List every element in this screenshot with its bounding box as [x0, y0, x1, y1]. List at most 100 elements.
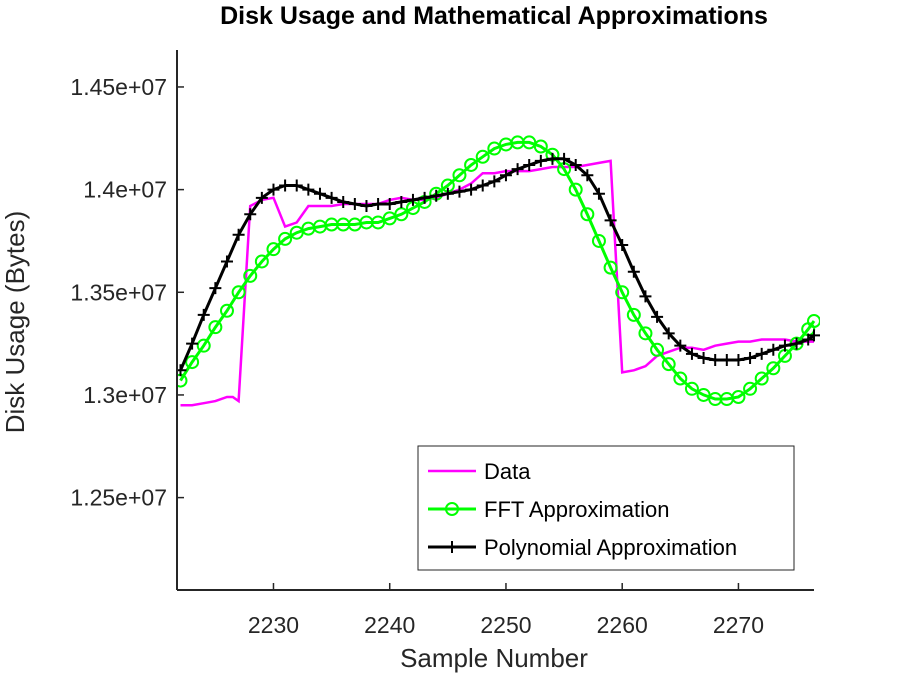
fft-point	[580, 207, 595, 222]
y-tick-label: 1.45e+07	[70, 74, 167, 100]
polynomial-point	[744, 351, 757, 364]
fft-point	[743, 381, 758, 396]
x-tick-label: 2270	[713, 612, 764, 638]
fft-point	[266, 242, 281, 257]
legend-marker-fft-approximation	[445, 502, 459, 516]
fft-point	[731, 389, 746, 404]
legend: Data FFT Approximation Polynomial Approxim…	[417, 445, 795, 571]
x-tick-label: 2230	[248, 612, 299, 638]
polynomial-point	[465, 183, 478, 196]
fft-point	[464, 157, 479, 172]
fft-point	[766, 361, 781, 376]
polynomial-point	[592, 187, 605, 200]
polynomial-point	[616, 239, 629, 252]
fft-point	[533, 139, 548, 154]
legend-box	[417, 445, 795, 571]
polynomial-point	[395, 195, 408, 208]
polynomial-point	[476, 179, 489, 192]
fft-point	[196, 338, 211, 353]
polynomial-point	[651, 310, 664, 323]
polynomial-point	[755, 347, 768, 360]
fft-point	[243, 268, 258, 283]
legend-marker-polynomial-approximation	[446, 541, 458, 553]
fft-point	[807, 314, 820, 329]
x-tick-label: 2260	[597, 612, 648, 638]
polynomial-point	[177, 364, 187, 377]
fft-point	[661, 357, 676, 372]
y-tick-label: 1.35e+07	[70, 279, 167, 305]
polynomial-point	[790, 337, 803, 350]
x-tick-label: 2250	[480, 612, 531, 638]
fft-point	[208, 320, 223, 335]
plot-area	[177, 135, 820, 407]
polynomial-point	[325, 191, 338, 204]
polynomial-point	[732, 354, 745, 367]
polynomial-point	[232, 228, 245, 241]
polynomial-point	[685, 347, 698, 360]
polynomial-point	[778, 339, 791, 352]
polynomial-point	[569, 158, 582, 171]
polynomial-point	[186, 337, 199, 350]
fft-point	[185, 355, 200, 370]
fft-point	[568, 182, 583, 197]
legend-label-fft-approximation: FFT Approximation	[484, 497, 669, 522]
polynomial-point	[302, 183, 315, 196]
legend-label-polynomial-approximation: Polynomial Approximation	[484, 535, 737, 560]
polynomial-point	[209, 282, 222, 295]
polynomial-point	[406, 193, 419, 206]
fft-point	[278, 231, 293, 246]
polynomial-point	[581, 169, 594, 182]
axes: 2230 2240 2250 2260 2270 1.25e+07 1.3e+07 1.35e…	[70, 50, 814, 638]
polynomial-point	[499, 169, 512, 182]
polynomial-point	[348, 197, 361, 210]
chart-title: Disk Usage and Mathematical Approximatio…	[220, 2, 768, 30]
polynomial-point	[546, 152, 559, 165]
polynomial-point	[767, 343, 780, 356]
fft-point	[638, 326, 653, 341]
x-axis-label: Sample Number	[400, 643, 588, 673]
polynomial-point	[418, 191, 431, 204]
polynomial-point	[511, 163, 524, 176]
fft-point	[231, 285, 246, 300]
polynomial-point	[720, 354, 733, 367]
fft-point	[219, 303, 234, 318]
fft-point	[626, 307, 641, 322]
y-tick-label: 1.4e+07	[83, 177, 167, 203]
fft-point	[615, 285, 630, 300]
polynomial-point	[383, 197, 396, 210]
polynomial-point	[372, 197, 385, 210]
polynomial-point	[662, 327, 675, 340]
fft-point	[754, 371, 769, 386]
polynomial-point	[220, 255, 233, 268]
polynomial-point	[267, 183, 280, 196]
fft-point	[254, 254, 269, 269]
fft-point	[650, 342, 665, 357]
y-axis-label: Disk Usage (Bytes)	[0, 211, 30, 434]
polynomial-point	[488, 175, 501, 188]
polynomial-point	[197, 308, 210, 321]
polynomial-point	[697, 351, 710, 364]
polynomial-point	[360, 200, 373, 213]
fft-point	[684, 381, 699, 396]
polynomial-point	[604, 214, 617, 227]
polynomial-point	[441, 187, 454, 200]
polynomial-point	[313, 187, 326, 200]
polynomial-point	[639, 290, 652, 303]
polynomial-point	[290, 179, 303, 192]
polynomial-point	[674, 339, 687, 352]
polynomial-point	[279, 179, 292, 192]
fft-point	[452, 168, 467, 183]
polynomial-point	[627, 265, 640, 278]
y-tick-label: 1.25e+07	[70, 485, 167, 511]
polynomial-point	[244, 208, 257, 221]
fft-point	[603, 260, 618, 275]
polynomial-point	[808, 329, 820, 342]
fft-point	[591, 233, 606, 248]
polynomial-point	[255, 191, 268, 204]
polynomial-point	[534, 154, 547, 167]
polynomial-point	[709, 354, 722, 367]
polynomial-point	[337, 195, 350, 208]
x-tick-label: 2240	[364, 612, 415, 638]
